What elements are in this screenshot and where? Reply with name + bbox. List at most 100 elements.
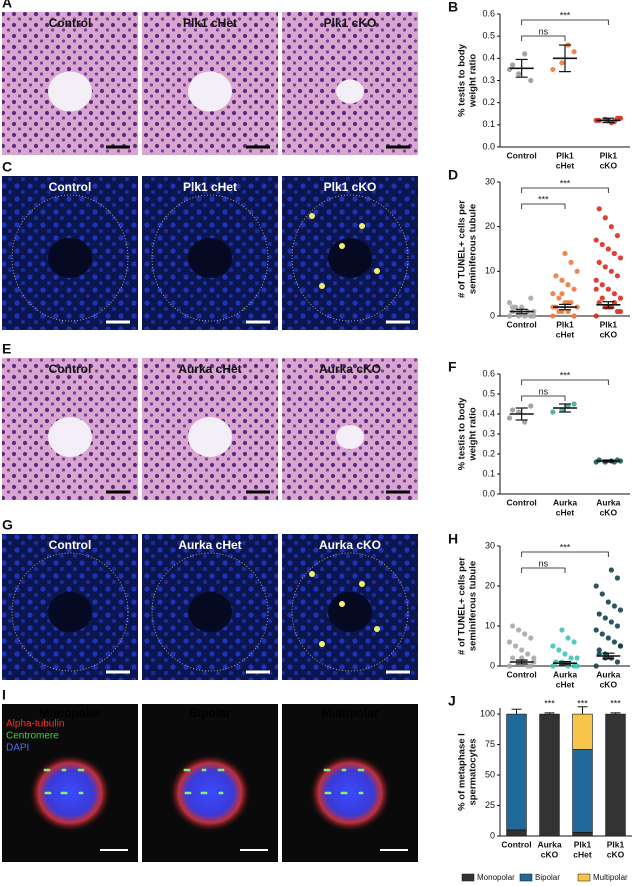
x-tick-label: Control (507, 669, 537, 679)
data-point (571, 286, 577, 292)
data-point (509, 304, 516, 310)
centromere (48, 791, 52, 795)
bar-segment (572, 713, 593, 750)
data-point (593, 663, 599, 669)
centromere (326, 791, 330, 795)
x-tick-label: Aurka (553, 669, 577, 679)
x-tick-label: cHet (556, 679, 575, 689)
x-tick-label: cKO (600, 507, 618, 517)
y-tick-label: 0.1 (482, 468, 495, 478)
data-point (556, 647, 562, 653)
significance-label: *** (538, 194, 549, 204)
data-point (599, 295, 605, 301)
bar-segment (605, 713, 626, 837)
y-axis-label: # of TUNEL+ cells per (457, 557, 468, 655)
panel-letter: B (448, 0, 458, 15)
data-point (617, 643, 624, 649)
centromere (324, 791, 328, 795)
spermatocyte (28, 753, 112, 833)
spermatocyte (168, 753, 252, 833)
panel-letter: I (2, 687, 6, 703)
data-point (509, 407, 516, 413)
tubule-lumen (336, 425, 364, 449)
significance-bracket (521, 567, 566, 573)
x-tick-label: Control (501, 839, 531, 849)
y-tick-label: 10 (485, 266, 495, 276)
data-point (556, 295, 562, 301)
panel-letter: J (448, 693, 456, 709)
image-label: Control (49, 362, 92, 376)
data-point (571, 639, 577, 645)
image-label: Monopolar (39, 706, 101, 720)
y-tick-label: 0.0 (482, 141, 495, 151)
data-point (568, 655, 574, 661)
y-tick-label: 100 (480, 708, 495, 718)
data-point (513, 643, 519, 649)
significance-label: *** (560, 542, 571, 552)
data-point (509, 623, 516, 629)
centromere (218, 791, 222, 795)
significance-bracket (521, 203, 566, 209)
y-tick-label: 0.2 (482, 97, 495, 107)
data-point (593, 237, 599, 243)
tunel-cell (359, 581, 365, 587)
data-point (599, 282, 605, 288)
data-point (565, 663, 571, 669)
y-tick-label: 10 (485, 620, 495, 630)
y-tick-label: 0.5 (482, 388, 495, 398)
y-axis-label: spermatocytes (468, 738, 479, 805)
centromere (46, 791, 50, 795)
centromere (183, 768, 187, 772)
significance-bracket (521, 551, 609, 557)
data-point (617, 308, 624, 315)
data-point (531, 655, 537, 661)
y-axis-label: % testis to body (457, 397, 468, 471)
image-label: Plk1 cKO (324, 16, 377, 30)
data-point (528, 295, 534, 301)
y-tick-label: 0 (490, 660, 495, 670)
data-point (605, 246, 611, 252)
data-point (593, 277, 599, 283)
data-point (614, 623, 621, 629)
significance-bracket (521, 379, 609, 385)
x-tick-label: Plk1 (607, 839, 625, 849)
image-label: Aurka cKO (319, 538, 381, 552)
bar-segment (539, 713, 560, 837)
panel-letter: D (448, 167, 458, 183)
y-tick-label: 0.5 (482, 31, 495, 41)
data-point (614, 575, 621, 581)
data-point (531, 313, 537, 319)
data-point (550, 291, 556, 297)
data-point (596, 206, 602, 212)
data-point (574, 663, 580, 669)
data-point (571, 313, 577, 319)
x-tick-label: Plk1 (600, 319, 618, 329)
centromere (219, 768, 223, 772)
centromere (361, 768, 365, 772)
data-point (528, 403, 534, 409)
significance-label: *** (610, 698, 621, 708)
data-point (562, 250, 568, 257)
significance-label: *** (560, 178, 571, 188)
data-point (574, 655, 580, 661)
y-tick-label: 30 (485, 540, 495, 550)
centromere (202, 791, 206, 795)
significance-label: *** (560, 370, 571, 380)
centromere (79, 768, 83, 772)
data-point (506, 300, 513, 306)
x-tick-label: Plk1 (574, 839, 592, 849)
data-point (617, 295, 624, 301)
x-tick-label: cHet (556, 329, 575, 339)
y-tick-label: 0 (490, 310, 495, 320)
centromere (325, 768, 329, 772)
data-point (605, 286, 611, 292)
y-tick-label: 30 (485, 176, 495, 186)
centromere (186, 791, 190, 795)
data-point (611, 639, 618, 645)
data-point (550, 66, 556, 73)
significance-bracket (521, 187, 609, 193)
centromere (63, 768, 67, 772)
y-axis-label: weight ratio (468, 407, 479, 462)
data-point (608, 619, 614, 625)
